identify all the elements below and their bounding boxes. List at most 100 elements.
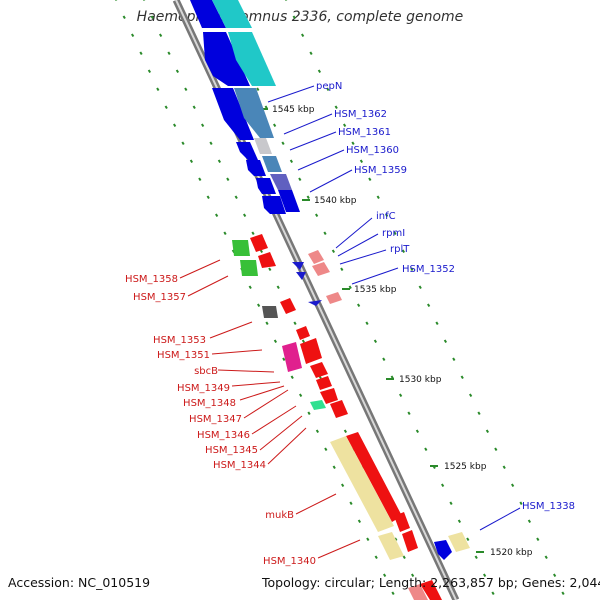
gene-arrow-red [420,580,442,600]
tick-mark [415,429,420,434]
gene-box-green [240,260,258,276]
gene-label: mukB [265,510,294,521]
tick-mark [359,159,364,164]
gene-arrow-red [394,512,410,532]
tick-mark [536,537,540,542]
tick-mark [173,123,177,128]
tick-mark [248,285,252,290]
gene-label: pepN [316,81,342,92]
tick-mark [317,69,322,74]
tick-mark [167,51,171,56]
tick-mark [139,51,143,56]
gene-arrow-blue [246,160,266,176]
tick-mark [399,393,403,398]
tick-mark [544,555,548,560]
tick-mark [143,0,146,2]
tick-mark [511,483,515,488]
gene-features [190,0,470,600]
tick-mark [553,573,557,578]
tick-mark [351,141,355,146]
tick-mark [469,393,473,398]
gene-box-mint [310,400,326,410]
tick-mark [349,501,353,506]
gene-arrow-red [300,338,322,364]
tick-mark [502,465,506,470]
gene-label: HSM_1338 [522,501,575,512]
gene-label: HSM_1340 [263,556,316,567]
tick-mark [466,537,470,542]
tick-mark [323,231,327,236]
gene-label: HSM_1345 [205,445,258,456]
gene-label: HSM_1360 [346,145,399,156]
tick-mark [115,0,118,2]
tick-mark [382,357,386,362]
tick-mark [164,105,168,110]
tick-mark [234,195,238,200]
tick-mark [441,483,445,488]
tick-mark [257,303,261,308]
tick-mark [393,231,397,236]
gene-box-yellow [448,532,470,552]
gene-arrow-cyan [228,32,276,86]
scale-labels: 1545 kbp 1540 kbp 1535 kbp 1530 kbp 1525… [272,105,533,558]
tick-mark [181,141,185,146]
gene-arrow-red [402,530,418,552]
tick-mark [383,573,387,578]
tick-mark [332,465,336,470]
gene-arrow-blue [292,262,304,270]
gene-arrow-blue [203,32,250,86]
tick-mark [223,231,227,236]
tick-mark [184,87,188,92]
tick-mark [374,555,378,560]
gene-box-yellow [330,436,394,532]
tick-mark [226,177,230,182]
gene-label: HSM_1349 [177,383,230,394]
scale-label: 1540 kbp [314,196,357,206]
tick-mark [150,15,154,20]
tick-mark [435,321,439,326]
gene-label: HSM_1348 [183,398,236,409]
scale-label: 1530 kbp [399,375,442,385]
tick-mark [192,105,196,110]
tick-mark [391,591,395,596]
gene-arrow-blue [190,0,226,28]
tick-mark [285,0,288,2]
tick-rings [115,0,565,596]
tick-mark [281,141,285,146]
gene-arrow-blue [296,272,306,280]
tick-mark [217,159,222,164]
tick-mark [289,159,294,164]
tick-mark [485,429,490,434]
tick-mark [122,15,126,20]
gene-arrow-blue [256,178,276,194]
tick-mark [341,483,345,488]
tick-mark [474,555,478,560]
gene-label: sbcB [194,366,218,377]
tick-mark [175,69,180,74]
gene-label: HSM_1344 [213,460,266,471]
tick-mark [331,249,336,254]
tick-mark [427,303,431,308]
tick-mark [206,195,210,200]
tick-mark [159,33,163,38]
gene-arrow-pink [326,292,342,304]
gene-box-green [232,240,250,256]
gene-box-yellow [378,532,404,560]
gene-label: HSM_1359 [354,165,407,176]
blue-gene-labels: pepN HSM_1362 HSM_1361 HSM_1360 HSM_1359… [316,81,575,512]
tick-mark [376,195,380,200]
tick-mark [443,339,448,344]
leader-lines [179,85,521,559]
gene-label: infC [376,211,396,222]
gene-arrow-blue [434,540,452,560]
gene-label: HSM_1361 [338,127,391,138]
tick-mark [494,447,498,452]
tick-mark [301,339,306,344]
gene-label: HSM_1358 [125,274,178,285]
tick-mark [273,123,277,128]
tick-mark [268,267,272,272]
gene-arrow-blue [262,196,286,214]
tick-mark [449,501,453,506]
tick-mark [561,591,565,596]
